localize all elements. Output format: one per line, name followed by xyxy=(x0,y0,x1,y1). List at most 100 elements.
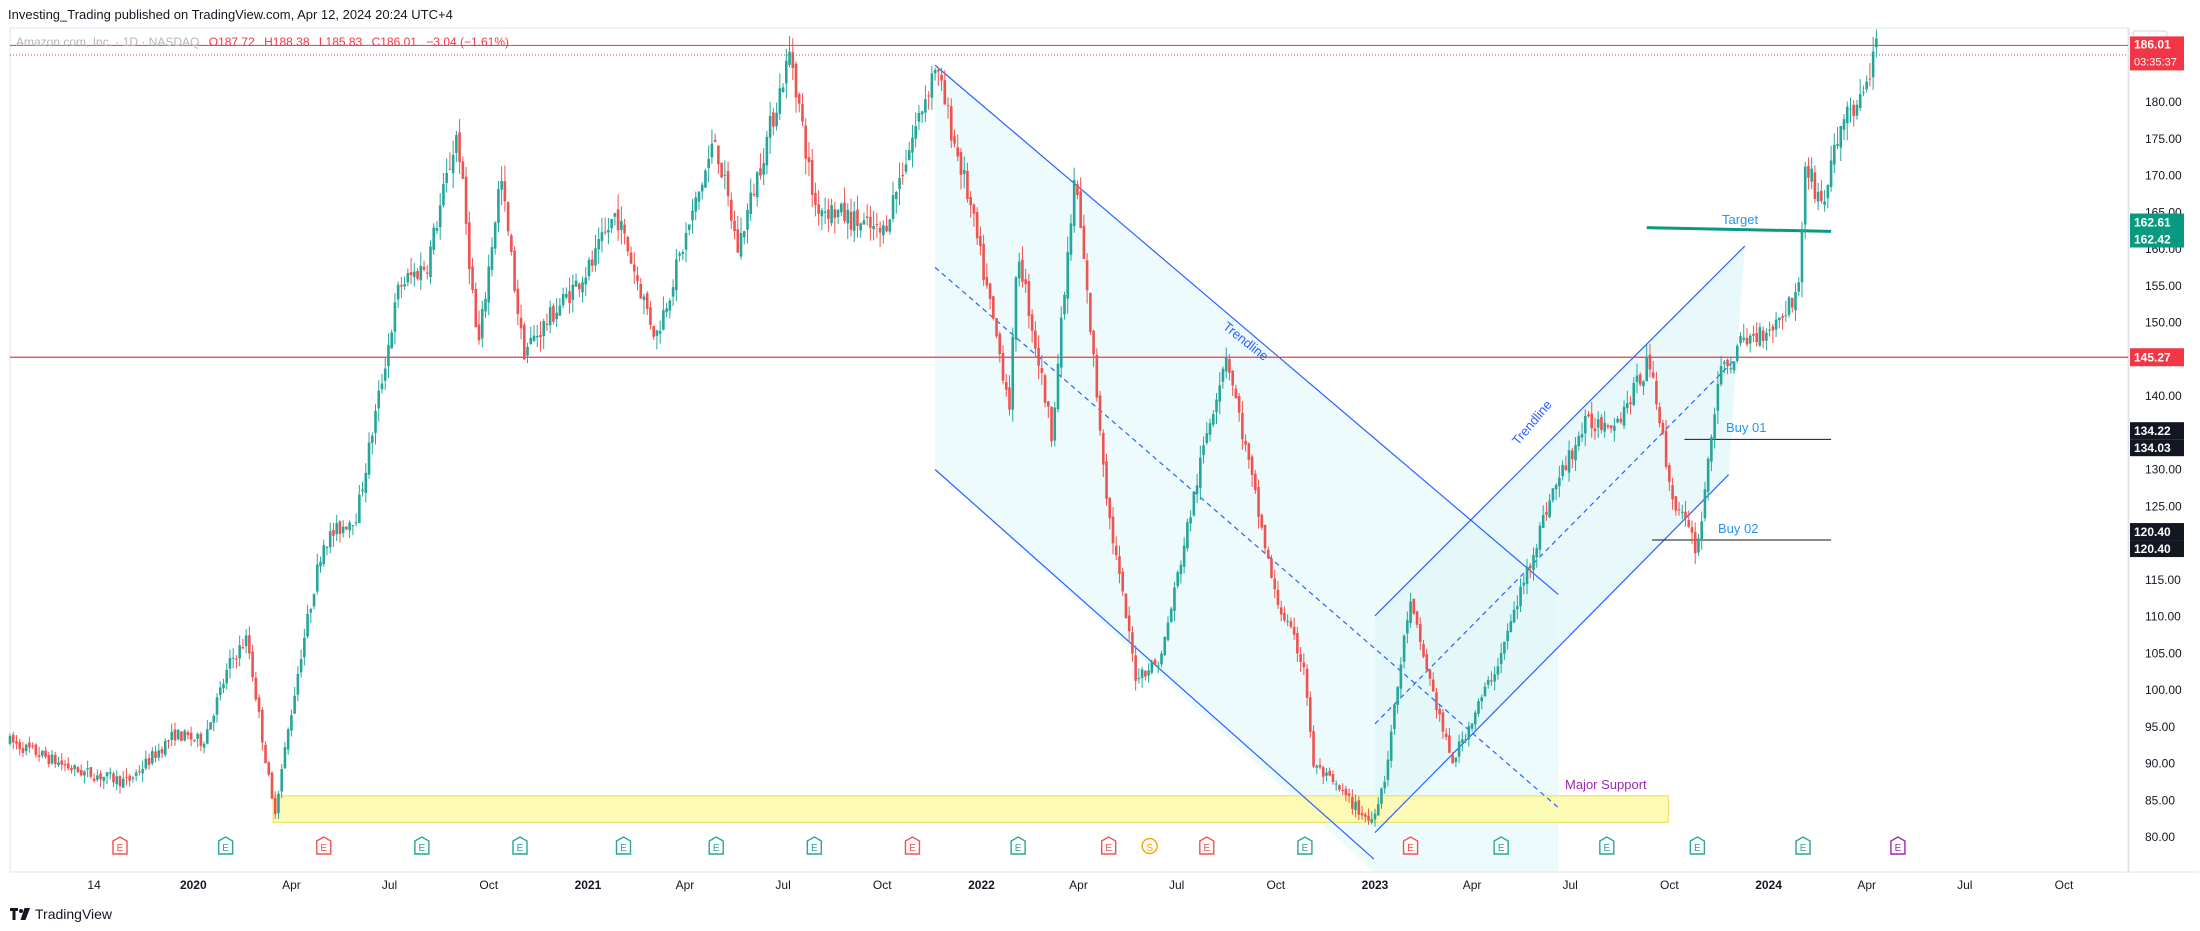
candle-body xyxy=(487,266,491,303)
candle-body xyxy=(885,225,888,232)
time-tick-label: Apr xyxy=(1069,878,1088,892)
candle-body xyxy=(1321,767,1325,777)
candle-body xyxy=(814,192,817,206)
earnings-marker-icon xyxy=(512,836,528,855)
candle-body xyxy=(1816,191,1820,202)
candle-body xyxy=(1131,632,1134,654)
candle-body xyxy=(865,216,869,218)
candle-body xyxy=(1270,558,1273,579)
candle-body xyxy=(429,246,432,278)
candle-body xyxy=(1072,180,1076,227)
earnings-marker-letter: E xyxy=(811,843,818,854)
price-tag xyxy=(2130,523,2184,541)
candle-body xyxy=(1833,144,1836,165)
candle-body xyxy=(810,159,814,195)
candle-body xyxy=(969,196,972,206)
candle-body xyxy=(1713,414,1716,439)
candle-body xyxy=(1855,104,1859,116)
candle-body xyxy=(468,222,471,270)
candle-body xyxy=(173,729,177,741)
candle-body xyxy=(914,126,917,139)
candle-body xyxy=(561,294,565,306)
candle-body xyxy=(1153,659,1157,665)
candle-body xyxy=(519,317,523,329)
price-tag-label: 120.40 xyxy=(2134,542,2171,556)
candle-body xyxy=(600,232,604,242)
candle-body xyxy=(1043,375,1047,403)
candle-body xyxy=(920,111,924,115)
tradingview-footer[interactable]: TradingView xyxy=(10,903,112,925)
candle-body xyxy=(1512,609,1516,623)
candle-body xyxy=(1389,731,1393,761)
candle-body xyxy=(1797,282,1801,292)
earnings-marker-letter: E xyxy=(909,843,916,854)
candle-body xyxy=(438,205,442,228)
candle-body xyxy=(112,773,115,783)
candle-body xyxy=(248,635,251,654)
candle-body xyxy=(1451,754,1454,764)
candle-body xyxy=(992,296,995,319)
candle-body xyxy=(1735,345,1739,362)
candle-body xyxy=(1784,315,1788,317)
candle-body xyxy=(552,305,555,322)
candle-body xyxy=(134,772,138,776)
candle-body xyxy=(587,259,591,277)
price-tick-label: 90.00 xyxy=(2145,757,2175,771)
candle-body xyxy=(1334,783,1338,785)
candle-body xyxy=(1079,191,1082,228)
candle-body xyxy=(830,205,833,224)
price-tag xyxy=(2130,439,2184,457)
candle-body xyxy=(1406,620,1409,634)
candle-body xyxy=(645,293,649,309)
candle-body xyxy=(713,139,717,142)
candle-body xyxy=(458,132,461,163)
candle-body xyxy=(335,523,338,534)
candle-body xyxy=(979,235,982,247)
candle-body xyxy=(1467,726,1471,740)
time-tick-label: 2021 xyxy=(575,878,602,892)
candle-body xyxy=(1431,679,1435,692)
candle-body xyxy=(241,646,245,649)
candle-body xyxy=(154,751,157,758)
candle-body xyxy=(1583,416,1587,434)
candle-body xyxy=(523,324,526,360)
price-tick-label: 110.00 xyxy=(2145,610,2181,624)
candle-body xyxy=(1836,143,1839,146)
candle-body xyxy=(160,749,164,754)
candle-body xyxy=(836,209,840,218)
candle-body xyxy=(1674,496,1678,511)
candle-body xyxy=(1192,491,1196,516)
price-tick-label: 140.00 xyxy=(2145,389,2182,403)
earnings-marker-letter: E xyxy=(1407,843,1414,854)
candle-body xyxy=(804,125,808,159)
candle-body xyxy=(1758,327,1762,346)
candle-body xyxy=(565,293,568,298)
candle-body xyxy=(1101,432,1105,465)
candle-body xyxy=(629,252,633,264)
candle-body xyxy=(785,60,788,84)
buy02-label: Buy 02 xyxy=(1718,521,1758,536)
earnings-marker-letter: E xyxy=(1105,843,1112,854)
candle-body xyxy=(697,191,701,202)
candle-body xyxy=(1813,172,1817,200)
candle-body xyxy=(147,757,151,765)
candle-body xyxy=(1803,166,1807,225)
candle-body xyxy=(1600,417,1603,430)
drawing-layer[interactable] xyxy=(10,44,2128,872)
earnings-marker-icon xyxy=(112,836,128,855)
earnings-marker-icon xyxy=(1297,836,1313,855)
major-support-label: Major Support xyxy=(1565,777,1647,792)
candle-body xyxy=(15,741,18,744)
tradingview-logo-icon xyxy=(10,908,30,920)
candle-body xyxy=(1444,733,1448,738)
candle-body xyxy=(953,136,956,144)
candle-body xyxy=(1729,368,1733,370)
candle-body xyxy=(396,284,400,300)
candle-body xyxy=(163,740,167,755)
price-tick-label: 115.00 xyxy=(2145,573,2181,587)
candle-body xyxy=(1338,785,1341,790)
candle-body xyxy=(772,112,775,127)
candle-body xyxy=(1160,653,1163,665)
earnings-marker-icon xyxy=(1493,836,1509,855)
